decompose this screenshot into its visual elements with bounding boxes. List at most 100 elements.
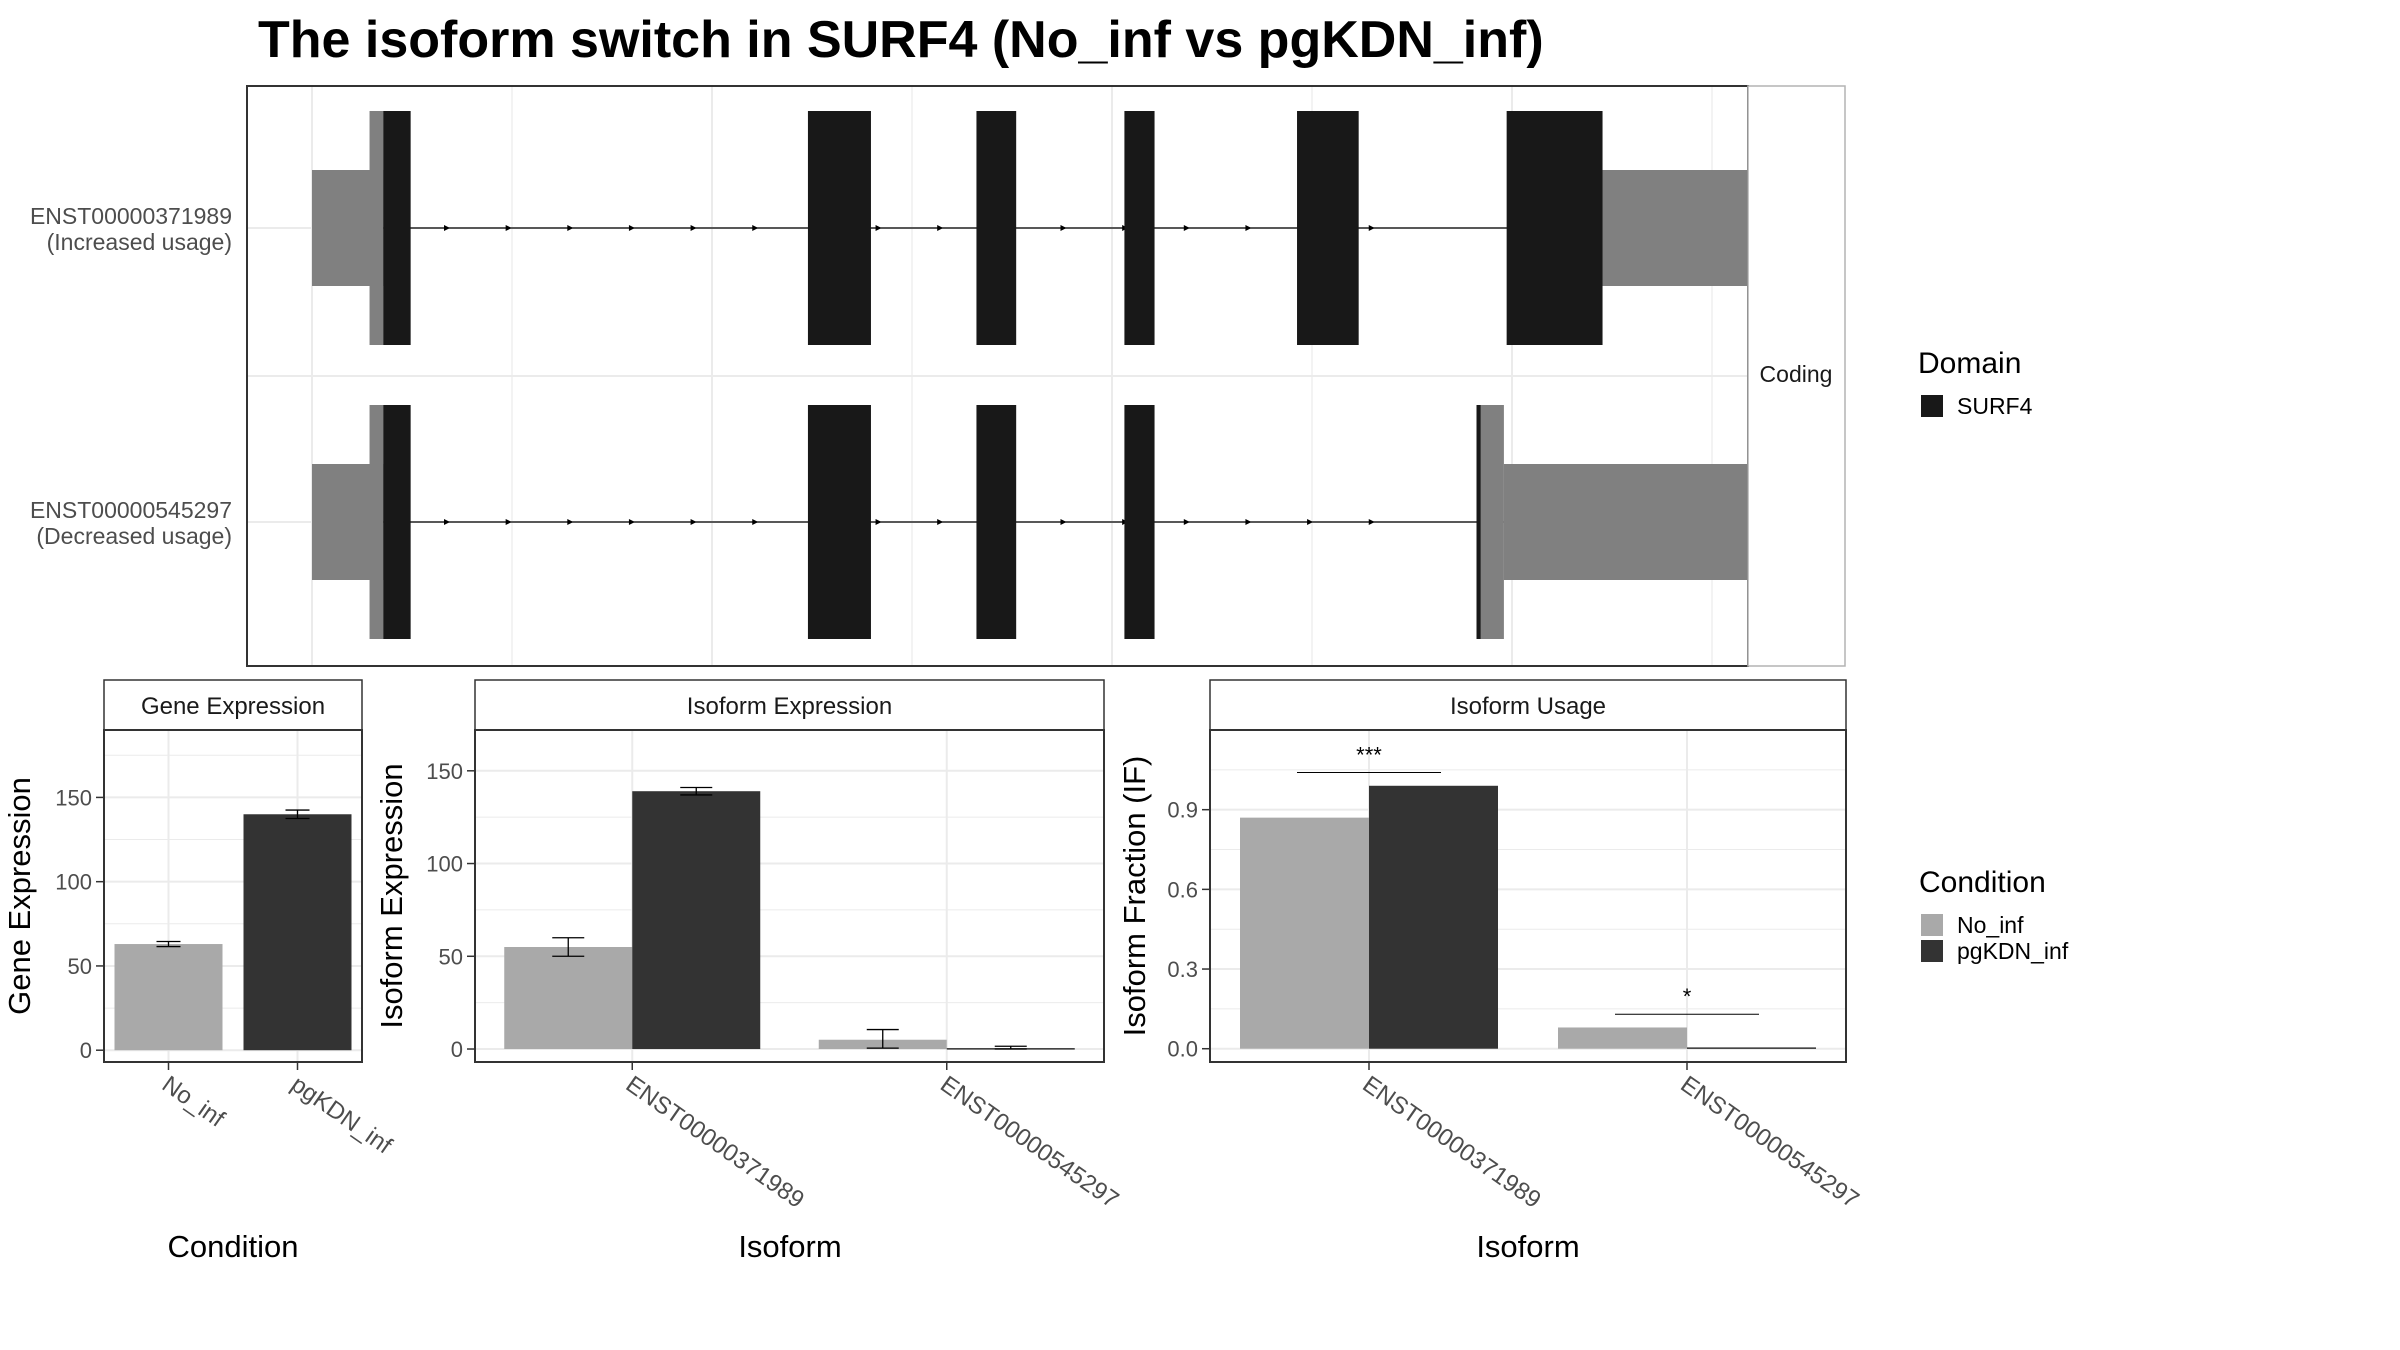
strand-arrow bbox=[444, 519, 450, 525]
x-tick-label: ENST00000371989 bbox=[1358, 1071, 1546, 1214]
strand-arrow bbox=[875, 519, 882, 525]
domain-legend-entry: SURF4 bbox=[1957, 393, 2033, 419]
strand-arrow bbox=[628, 225, 635, 231]
y-axis-title: Gene Expression bbox=[2, 777, 37, 1015]
strand-arrow bbox=[937, 225, 944, 231]
domain-segment bbox=[807, 405, 871, 639]
y-tick-label: 0 bbox=[80, 1038, 92, 1063]
bar-pgkdn-inf bbox=[243, 814, 352, 1051]
x-tick-label: ENST00000545297 bbox=[1676, 1071, 1864, 1214]
strand-arrow bbox=[1060, 225, 1067, 231]
transcript-structure-panel: ENST00000371989(Increased usage)ENST0000… bbox=[30, 85, 1846, 667]
strand-arrow bbox=[690, 519, 697, 525]
strand-arrow bbox=[444, 225, 450, 231]
y-axis-title: Isoform Expression bbox=[374, 763, 409, 1028]
strand-arrow bbox=[875, 225, 882, 231]
panel-frame bbox=[1209, 729, 1847, 1063]
bar-chart-panels: Gene Expression 0 50 100 150 No_inf pgKDN_inf C… bbox=[2, 679, 1864, 1264]
error-bar bbox=[156, 940, 181, 948]
strand-arrow bbox=[1368, 225, 1375, 231]
strand-arrow bbox=[1245, 225, 1252, 231]
significance-label: * bbox=[1683, 984, 1692, 1009]
strand-arrow bbox=[628, 519, 635, 525]
panel-frame bbox=[474, 729, 1105, 1063]
y-axis-title: Isoform Fraction (IF) bbox=[1117, 756, 1152, 1037]
condition-legend-key bbox=[1921, 914, 1943, 936]
domain-segment bbox=[1506, 111, 1603, 345]
y-tick-label: 100 bbox=[426, 852, 463, 877]
facet-strip-label: Coding bbox=[1760, 361, 1833, 387]
y-tick-label: 50 bbox=[68, 954, 92, 979]
x-tick-label: pgKDN_inf bbox=[286, 1071, 397, 1160]
y-tick-label: 0.3 bbox=[1167, 957, 1198, 982]
strand-arrow bbox=[752, 519, 759, 525]
strand-arrow bbox=[1183, 225, 1190, 231]
bar-no-inf-enst00000371989 bbox=[504, 947, 633, 1050]
x-tick-label: ENST00000545297 bbox=[935, 1071, 1123, 1214]
panel-isoform-usage: Isoform Usage****0.00.30.60.9ENST0000037… bbox=[1117, 679, 1864, 1264]
strand-arrow bbox=[1060, 519, 1067, 525]
cds-segment bbox=[369, 405, 384, 639]
strand-arrow bbox=[1307, 519, 1314, 525]
strand-arrow bbox=[505, 519, 512, 525]
panel-gene-expression: Gene Expression 0 50 100 150 No_inf pgKDN_inf C… bbox=[2, 679, 397, 1264]
domain-segment bbox=[383, 111, 411, 345]
bar-pgkdn-inf-enst00000545297 bbox=[1687, 1047, 1816, 1049]
cds-segment bbox=[369, 111, 384, 345]
y-tick-label: 0.0 bbox=[1167, 1037, 1198, 1062]
y-tick-label: 50 bbox=[439, 944, 463, 969]
x-tick-label: ENST00000371989 bbox=[621, 1071, 809, 1214]
panel-strip bbox=[474, 679, 1105, 731]
significance-label: *** bbox=[1356, 742, 1382, 767]
domain-segment bbox=[1124, 405, 1155, 639]
domain-legend-title: Domain bbox=[1918, 347, 2021, 380]
error-bar bbox=[285, 809, 310, 820]
strand-arrow bbox=[937, 519, 944, 525]
panel-strip-label: Isoform Usage bbox=[1450, 693, 1606, 720]
condition-legend-key bbox=[1921, 940, 1943, 962]
condition-legend-title: Condition bbox=[1919, 866, 2046, 899]
utr-segment bbox=[1503, 464, 1789, 580]
condition-legend-entry: No_inf bbox=[1957, 912, 2024, 938]
bar-no-inf-enst00000371989 bbox=[1240, 817, 1369, 1049]
bar-no-inf-enst00000545297 bbox=[1558, 1027, 1687, 1049]
strand-arrow bbox=[567, 225, 574, 231]
strand-arrow bbox=[752, 225, 759, 231]
domain-segment bbox=[1124, 111, 1155, 345]
panel-isoform-expression: Isoform Expression 0 50 100 150 ENST000003719… bbox=[374, 679, 1124, 1264]
domain-legend: Domain SURF4 bbox=[1918, 347, 2033, 419]
strand-arrow bbox=[1245, 519, 1252, 525]
y-tick-label: 0.9 bbox=[1167, 798, 1198, 823]
y-tick-label: 150 bbox=[426, 759, 463, 784]
panel-strip-label: Isoform Expression bbox=[687, 693, 892, 720]
panel-strip-label: Gene Expression bbox=[141, 693, 325, 720]
domain-segment bbox=[807, 111, 871, 345]
x-axis-title: Isoform bbox=[738, 1229, 841, 1264]
strand-arrow bbox=[505, 225, 512, 231]
y-tick-label: 0 bbox=[451, 1037, 463, 1062]
bar-no-inf bbox=[114, 944, 223, 1051]
figure-title: The isoform switch in SURF4 (No_inf vs p… bbox=[258, 11, 1544, 69]
domain-segment bbox=[1476, 405, 1481, 639]
domain-legend-key bbox=[1921, 395, 1943, 417]
transcript-id-label: ENST00000545297 bbox=[30, 497, 232, 523]
domain-segment bbox=[383, 405, 411, 639]
transcript-usage-label: (Decreased usage) bbox=[36, 523, 232, 549]
x-tick-label: No_inf bbox=[157, 1071, 230, 1133]
domain-segment bbox=[976, 111, 1017, 345]
transcript-enst00000371989: ENST00000371989(Increased usage) bbox=[30, 111, 1772, 345]
transcript-enst00000545297: ENST00000545297(Decreased usage) bbox=[30, 405, 1789, 639]
y-tick-label: 100 bbox=[55, 870, 92, 895]
facet-strip bbox=[1747, 85, 1846, 667]
panel-frame bbox=[103, 729, 363, 1063]
bar-pgkdn-inf-enst00000371989 bbox=[632, 791, 761, 1050]
transcript-id-label: ENST00000371989 bbox=[30, 203, 232, 229]
domain-segment bbox=[1297, 111, 1359, 345]
cds-segment bbox=[1476, 405, 1504, 639]
condition-legend-entry: pgKDN_inf bbox=[1957, 938, 2069, 964]
error-bar bbox=[680, 786, 713, 796]
panel-strip bbox=[1209, 679, 1847, 731]
strand-arrow bbox=[690, 225, 697, 231]
x-axis-title: Isoform bbox=[1476, 1229, 1579, 1264]
